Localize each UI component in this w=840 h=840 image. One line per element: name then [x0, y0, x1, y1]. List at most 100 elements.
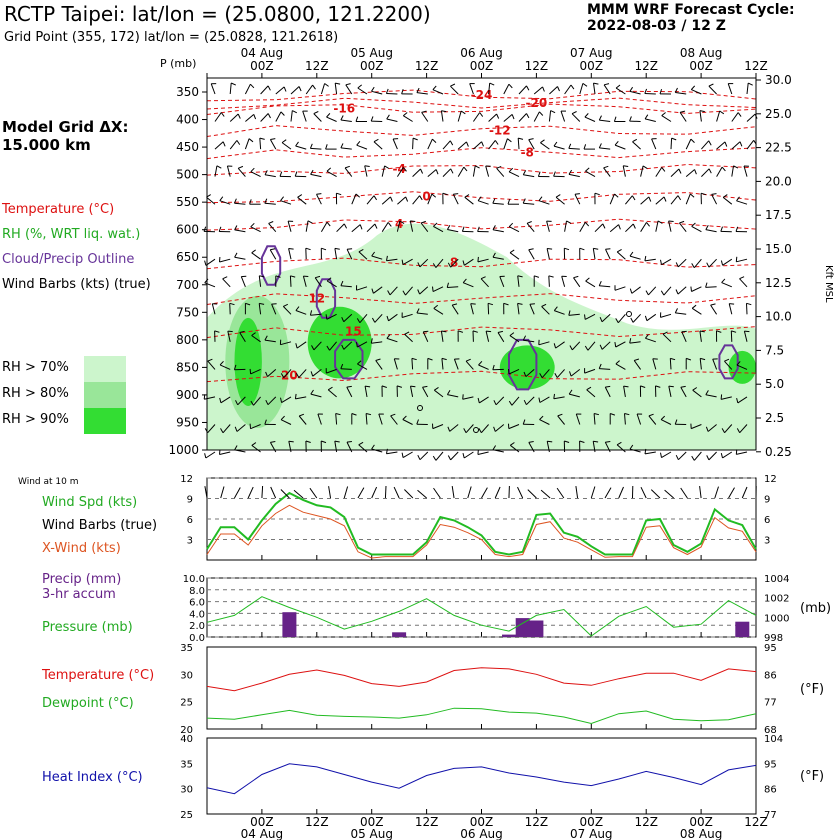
- wind-barb: [555, 341, 565, 349]
- wind-barb: [646, 313, 657, 322]
- temp-ytick-f: 68: [764, 725, 777, 736]
- wind-barb-flag: [553, 141, 558, 147]
- kft-tick-label: 10.0: [765, 310, 792, 324]
- wind-barb-flag: [585, 277, 590, 282]
- rh-region-90-4: [499, 345, 555, 390]
- top-hour-label: 00Z: [689, 59, 713, 73]
- wind-barb-flag: [618, 224, 621, 230]
- wind-barb-flag: [735, 256, 738, 262]
- wind-barb: [708, 85, 717, 95]
- wind-barb: [267, 396, 277, 406]
- wind-barb: [739, 278, 748, 288]
- wind-barb-flag: [233, 198, 237, 204]
- wind-barb: [240, 276, 246, 287]
- wind-barb-flag: [642, 165, 648, 170]
- wind-barb: [629, 341, 641, 344]
- wind-barb-flag: [434, 386, 439, 391]
- surface-wind-barb: [328, 486, 332, 499]
- wind-barb-flag: [644, 114, 649, 120]
- wind-barb-flag: [537, 171, 541, 177]
- wind-barb: [427, 169, 437, 177]
- wind-barb-flag: [508, 167, 514, 173]
- precip-ytick: 8.0: [189, 586, 205, 597]
- wind-barb: [633, 360, 642, 370]
- wind-barb-flag: [347, 248, 353, 250]
- wind-barb: [477, 258, 489, 263]
- cycle-line-2: 2022-08-03 / 12 Z: [587, 18, 726, 34]
- wind-barb: [485, 165, 490, 177]
- wind-ytick-right: 6: [764, 515, 770, 526]
- wind-barb-flag: [387, 290, 391, 296]
- wind-barb: [721, 282, 732, 288]
- wind-barb: [340, 285, 352, 288]
- surface-wind-barb: [467, 486, 472, 499]
- wind-barb: [716, 166, 723, 177]
- wind-barb-flag: [357, 360, 362, 365]
- wind-barb: [728, 303, 733, 315]
- wind-barb-flag: [204, 453, 207, 459]
- wind-barb-flag: [370, 338, 373, 344]
- wind-barb-flag: [365, 385, 371, 388]
- grid-point-subtitle: Grid Point (355, 172) lat/lon = (25.0828…: [4, 30, 339, 45]
- wind-barb-flag: [492, 445, 497, 451]
- wind-barb: [440, 110, 444, 122]
- wind-barb-flag: [691, 263, 695, 268]
- pressure-axis-label: P (mb): [160, 57, 196, 70]
- wind-barb: [528, 139, 535, 150]
- wind-barb-flag: [690, 138, 695, 143]
- wind-barb: [685, 193, 691, 205]
- wind-barb-flag: [295, 306, 300, 311]
- wind-ytick-left: 12: [180, 474, 193, 485]
- wind-barb: [402, 451, 413, 459]
- isotherm-label--20: -20: [526, 96, 548, 110]
- wind-barb-flag: [747, 82, 753, 86]
- wind-barb: [402, 419, 413, 425]
- wind-barb: [604, 386, 611, 398]
- wind-barb-flag: [371, 288, 374, 294]
- top-date-label: 05 Aug: [350, 46, 393, 60]
- bottom-hour-label: 00Z: [250, 815, 274, 829]
- surface-wind-barb: [261, 485, 264, 499]
- wind-barb-flag: [259, 137, 265, 140]
- wind-barb-flag: [432, 85, 437, 91]
- wind-barb-flag: [446, 224, 451, 230]
- wind-barb: [264, 339, 276, 343]
- wind-barb: [685, 138, 692, 150]
- wind-barb-flag: [517, 302, 523, 305]
- wind-barb: [503, 83, 510, 95]
- wind-barb-flag: [522, 170, 527, 176]
- wind-barb-flag: [508, 368, 510, 375]
- wind-barb: [371, 255, 383, 260]
- wind-barb: [477, 451, 489, 455]
- wind-barb-flag: [598, 115, 602, 121]
- wind-barb: [432, 424, 444, 430]
- wind-barb: [245, 114, 255, 122]
- wind-barb-flag: [691, 455, 695, 461]
- wind-barb-flag: [547, 248, 553, 250]
- wind-barb-flag: [355, 116, 359, 122]
- wind-barb-flag: [623, 385, 629, 388]
- wind-barb-flag: [584, 314, 586, 320]
- wind-barb: [720, 396, 732, 400]
- wind-barb-flag: [721, 428, 726, 433]
- wind-barb: [463, 282, 474, 288]
- wind-barb-flag: [264, 335, 268, 341]
- wind-barb-flag: [358, 441, 364, 446]
- wind-barb: [264, 174, 276, 178]
- wind-barb-flag: [236, 140, 241, 145]
- wind-barb-flag: [219, 196, 224, 201]
- wind-barb: [737, 396, 748, 404]
- wind-barb-flag: [598, 363, 602, 369]
- rh-region-90-3: [307, 306, 372, 379]
- wind-barb-flag: [603, 165, 609, 169]
- wind-barb-flag: [691, 222, 696, 227]
- wind-barb-flag: [480, 276, 486, 280]
- bottom-date-label: 07 Aug: [570, 827, 613, 840]
- wind-barb: [267, 369, 277, 377]
- wind-barb: [302, 110, 307, 122]
- wind-barb: [492, 229, 504, 233]
- wind-barb: [472, 112, 481, 122]
- wind-barb: [585, 280, 596, 288]
- wind-panel: Wind at 10 m 3 3 6 6 9 9 12 12 Wind Spd (kts) Wind…: [18, 474, 777, 561]
- wind-barb: [548, 110, 552, 122]
